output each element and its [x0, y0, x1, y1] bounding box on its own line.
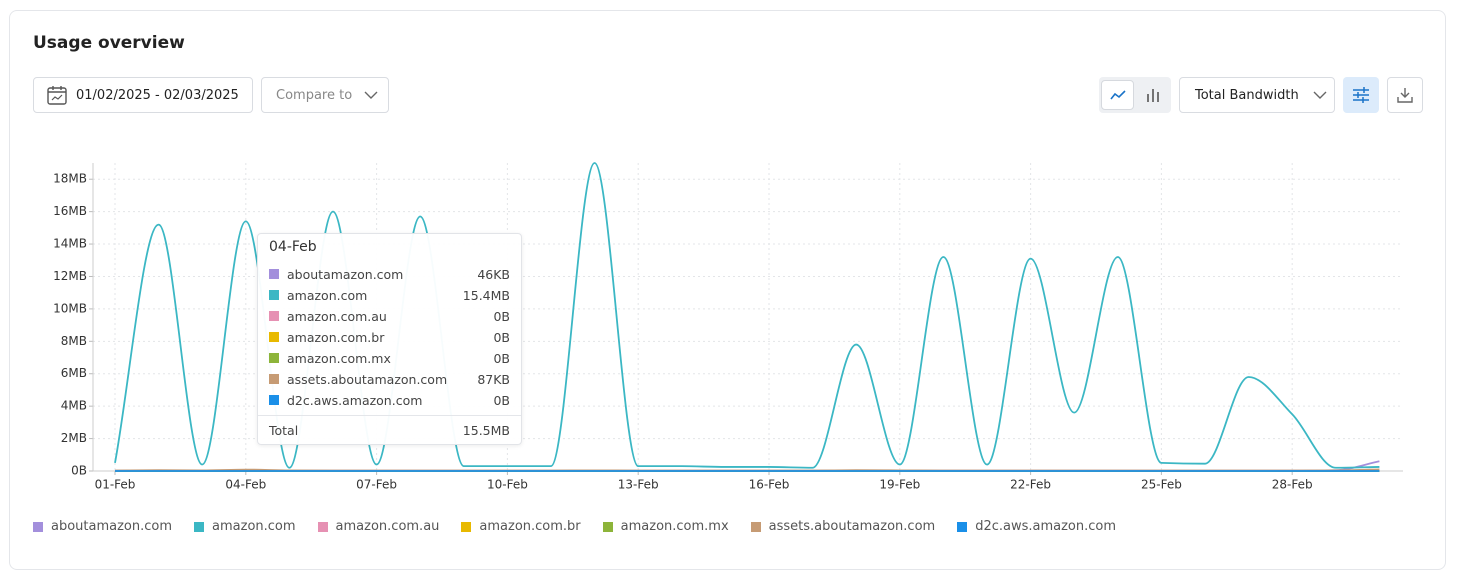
series-line: [114, 460, 1380, 472]
swatch: [269, 374, 279, 384]
tooltip-value: 0B: [493, 350, 510, 366]
download-icon: [1397, 88, 1413, 103]
bar-icon: [1146, 89, 1159, 102]
x-tick-label: 28-Feb: [1272, 478, 1313, 492]
legend-item[interactable]: amazon.com.au: [317, 519, 440, 534]
chevron: [1313, 91, 1327, 99]
tooltip-series: amazon.com.br: [287, 329, 385, 345]
metric-dropdown[interactable]: Total Bandwidth: [1179, 77, 1335, 113]
legend-swatch: [461, 521, 472, 532]
x-tick-label: 22-Feb: [1010, 478, 1051, 492]
swatch: [269, 269, 279, 279]
tooltip-row: assets.aboutamazon.com 87KB: [269, 369, 510, 389]
legend-swatch: [957, 521, 968, 532]
download-button[interactable]: [1387, 77, 1423, 113]
legend-item[interactable]: aboutamazon.com: [33, 519, 172, 534]
total-value: 15.5MB: [462, 422, 510, 438]
chevron: [364, 91, 378, 99]
page: Usage overview 01/02/2025 - 02/03/2025 C…: [9, 10, 1446, 570]
legend-item[interactable]: amazon.com.br: [461, 519, 581, 534]
legend: aboutamazon.com amazon.com amazon.com.au am…: [33, 519, 1116, 534]
metric-label: Total Bandwidth: [1195, 87, 1299, 103]
tooltip-row: d2c.aws.amazon.com 0B: [269, 390, 510, 410]
legend-label: amazon.com: [212, 519, 296, 534]
legend-item[interactable]: d2c.aws.amazon.com: [957, 519, 1116, 534]
legend-swatch: [33, 521, 43, 532]
x-tick-label: 10-Feb: [487, 478, 528, 492]
y-tick-label: 0B: [71, 464, 87, 478]
tooltip: 04-Feb aboutamazon.com 46KB amazon.com 15.4…: [257, 233, 522, 445]
line-chart-button[interactable]: [1101, 80, 1134, 110]
y-tick-label: 12MB: [53, 269, 87, 283]
tooltip-series: amazon.com.au: [287, 308, 387, 324]
legend-item[interactable]: amazon.com.mx: [602, 519, 729, 534]
calendar-icon: [47, 86, 67, 105]
legend-swatch: [602, 521, 613, 532]
tooltip-total: Total 15.5MB: [269, 420, 510, 440]
y-tick-label: 8MB: [61, 334, 87, 348]
tooltip-value: 46KB: [477, 266, 510, 282]
legend-label: aboutamazon.com: [51, 519, 173, 534]
x-tick-label: 01-Feb: [95, 478, 136, 492]
series-line: [114, 162, 1380, 469]
y-tick-label: 14MB: [53, 237, 87, 251]
compare-dropdown[interactable]: Compare to: [261, 77, 389, 113]
bar-chart-button[interactable]: [1136, 80, 1169, 110]
chart-type-toggle: [1099, 77, 1171, 113]
x-tick-label: 19-Feb: [879, 478, 920, 492]
filter-icon: [1353, 87, 1369, 103]
tooltip-value: 15.4MB: [462, 287, 510, 303]
chart: 0B 2MB 4MB 6MB 8MB 10MB 12MB 14MB 16MB 18MB 01-Feb…: [53, 162, 1403, 492]
tooltip-divider: [258, 415, 521, 416]
legend-swatch: [750, 521, 761, 532]
legend-label: amazon.com.au: [335, 519, 440, 534]
tooltip-value: 0B: [493, 308, 510, 324]
page-title: Usage overview: [33, 33, 185, 53]
x-tick-label: 07-Feb: [356, 478, 397, 492]
x-tick-label: 25-Feb: [1141, 478, 1182, 492]
total-label: Total: [269, 422, 299, 438]
tooltip-series: aboutamazon.com: [287, 266, 404, 282]
legend-label: assets.aboutamazon.com: [768, 519, 936, 534]
legend-label: amazon.com.br: [479, 519, 581, 534]
tooltip-series: d2c.aws.amazon.com: [287, 392, 423, 408]
swatch: [269, 353, 279, 363]
legend-swatch: [194, 521, 205, 532]
tooltip-title: 04-Feb: [269, 239, 317, 255]
tooltip-row: aboutamazon.com 46KB: [269, 264, 510, 284]
date-range: 01/02/2025 - 02/03/2025: [76, 87, 239, 103]
legend-label: amazon.com.mx: [620, 519, 729, 534]
tooltip-row: amazon.com.br 0B: [269, 327, 510, 347]
y-tick-label: 10MB: [53, 301, 87, 315]
tooltip-series: amazon.com.mx: [287, 350, 391, 366]
tooltip-value: 0B: [493, 329, 510, 345]
legend-label: d2c.aws.amazon.com: [975, 519, 1117, 534]
swatch: [269, 332, 279, 342]
tooltip-row: amazon.com.au 0B: [269, 306, 510, 326]
tooltip-series: assets.aboutamazon.com: [287, 371, 448, 387]
tooltip-series: amazon.com: [287, 287, 368, 303]
swatch: [269, 395, 279, 405]
x-tick-label: 04-Feb: [225, 478, 266, 492]
line-icon: [1109, 90, 1126, 100]
date-range-button[interactable]: 01/02/2025 - 02/03/2025: [33, 77, 253, 113]
x-tick-label: 13-Feb: [618, 478, 659, 492]
tooltip-row: amazon.com 15.4MB: [269, 285, 510, 305]
tooltip-value: 0B: [493, 392, 510, 408]
swatch: [269, 290, 279, 300]
y-tick-label: 18MB: [53, 172, 87, 186]
y-tick-label: 2MB: [61, 431, 87, 445]
x-tick-label: 16-Feb: [749, 478, 790, 492]
tooltip-value: 87KB: [477, 371, 510, 387]
y-tick-label: 16MB: [53, 204, 87, 218]
compare-label: Compare to: [276, 87, 353, 103]
y-tick-label: 6MB: [61, 366, 87, 380]
swatch: [269, 311, 279, 321]
legend-item[interactable]: assets.aboutamazon.com: [750, 519, 936, 534]
filter-button[interactable]: [1343, 77, 1379, 113]
tooltip-row: amazon.com.mx 0B: [269, 348, 510, 368]
legend-item[interactable]: amazon.com: [194, 519, 296, 534]
y-tick-label: 4MB: [61, 399, 87, 413]
legend-swatch: [317, 521, 328, 532]
